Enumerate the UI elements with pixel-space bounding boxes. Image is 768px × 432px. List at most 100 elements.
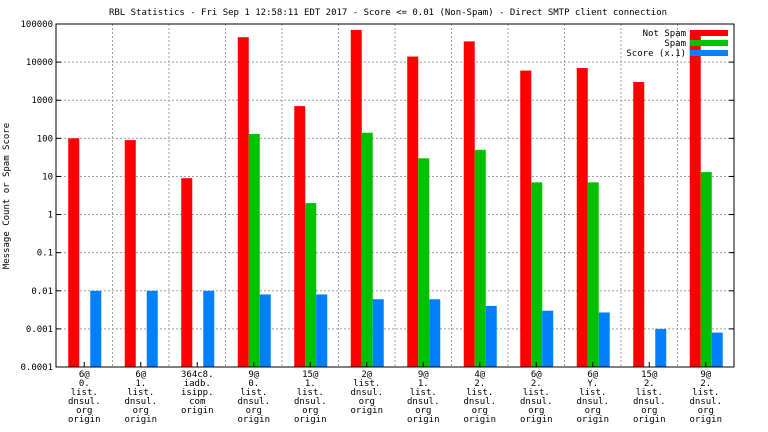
x-tick-label-line: org xyxy=(302,406,318,416)
bar-not-spam xyxy=(181,178,193,367)
bar-not-spam xyxy=(576,68,588,368)
y-tick-label: 0.01 xyxy=(31,287,53,297)
x-tick-label-line: origin xyxy=(68,415,101,425)
grid xyxy=(56,24,734,367)
bar-not-spam xyxy=(68,138,80,367)
bar-score-x-1 xyxy=(259,294,271,367)
x-tick-label-line: 6@ xyxy=(531,370,542,380)
legend-swatch xyxy=(690,50,728,56)
x-tick-label-line: origin xyxy=(181,406,214,416)
bar-not-spam xyxy=(350,29,362,368)
bar-not-spam xyxy=(294,106,306,368)
bar-score-x-1 xyxy=(711,332,723,367)
x-tick-label-line: 1. xyxy=(305,379,316,389)
x-tick-label-line: 9@ xyxy=(700,370,711,380)
bar-score-x-1 xyxy=(316,294,328,367)
y-tick-label: 0.1 xyxy=(37,249,53,259)
bar-not-spam xyxy=(407,56,419,368)
x-tick-label-line: list. xyxy=(297,388,324,398)
x-tick-label: 15@ 2. list. dnsul. org origin xyxy=(633,370,666,425)
x-tick-label-line: dnsul. xyxy=(68,397,101,407)
chart-title: RBL Statistics - Fri Sep 1 12:58:11 EDT … xyxy=(109,8,667,18)
x-tick-label-line: 6@ xyxy=(587,370,598,380)
x-tick-label-line: 6@ xyxy=(79,370,90,380)
x-tick-label-line: dnsul. xyxy=(576,397,609,407)
x-tick-label-line: origin xyxy=(350,406,383,416)
x-tick-label-line: 1. xyxy=(418,379,429,389)
bar-spam xyxy=(248,133,260,367)
bar-not-spam xyxy=(633,82,645,367)
x-tick-label-line: list. xyxy=(692,388,719,398)
x-tick-label-line: origin xyxy=(237,415,270,425)
x-tick-label-line: list. xyxy=(579,388,606,398)
bar-score-x-1 xyxy=(542,310,554,367)
x-tick-label-line: 0. xyxy=(79,379,90,389)
y-tick-label: 1000 xyxy=(31,96,53,106)
bar-spam xyxy=(587,182,599,367)
legend-label: Score (x.1) xyxy=(626,49,686,59)
x-tick-label-line: org xyxy=(528,406,544,416)
x-tick-label-line: org xyxy=(698,406,714,416)
x-tick-label: 4@ 2. list. dnsul. org origin xyxy=(463,370,496,425)
x-tick-label: 6@ 1. list. dnsul. org origin xyxy=(124,370,157,425)
bar-not-spam xyxy=(463,41,475,368)
bar-not-spam xyxy=(237,37,249,367)
plot-frame xyxy=(55,23,735,368)
x-tick-label: 6@ 0. list. dnsul. org origin xyxy=(68,370,101,425)
y-ticks: 0.0001 0.001 0.01 0.1 1 10 100 1000 10000 100000 xyxy=(20,20,734,373)
x-tick-label-line: list. xyxy=(636,388,663,398)
x-tick-label-line: list. xyxy=(466,388,493,398)
y-tick-label: 10 xyxy=(42,172,53,182)
x-tick-label: 6@ Y. list. dnsul. org origin xyxy=(576,370,609,425)
x-tick-label-line: origin xyxy=(520,415,553,425)
bar-score-x-1 xyxy=(598,312,610,367)
bar-score-x-1 xyxy=(372,299,384,367)
x-tick-label-line: 2. xyxy=(644,379,655,389)
x-tick-label-line: 15@ xyxy=(302,370,319,380)
y-tick-label: 1 xyxy=(48,211,53,221)
bar-score-x-1 xyxy=(655,328,667,367)
x-tick-label-line: origin xyxy=(407,415,440,425)
x-tick-label-line: Y. xyxy=(587,379,598,389)
x-tick-label-line: 0. xyxy=(248,379,259,389)
x-tick-label-line: dnsul. xyxy=(689,397,722,407)
x-tick-label-line: dnsul. xyxy=(463,397,496,407)
x-tick-label-line: dnsul. xyxy=(520,397,553,407)
legend-swatch xyxy=(690,30,728,36)
x-tick-label-line: 2@ xyxy=(361,370,372,380)
x-tick-label-line: org xyxy=(415,406,431,416)
legend-label: Spam xyxy=(664,39,686,49)
x-tick-label: 15@ 1. list. dnsul. org origin xyxy=(294,370,327,425)
x-tick-label-line: list. xyxy=(240,388,267,398)
y-tick-label: 0.0001 xyxy=(20,363,53,373)
x-tick-label-line: org xyxy=(359,397,375,407)
bar-spam xyxy=(474,149,486,367)
bar-spam xyxy=(531,182,543,367)
x-tick-label-line: dnsul. xyxy=(350,388,383,398)
bar-score-x-1 xyxy=(203,290,215,367)
bar-spam xyxy=(305,203,317,367)
x-tick-label-line: com xyxy=(189,397,205,407)
x-tick-label: 6@ 2. list. dnsul. org origin xyxy=(520,370,553,425)
x-tick-label-line: org xyxy=(585,406,601,416)
bar-score-x-1 xyxy=(485,305,497,367)
x-tick-label-line: 4@ xyxy=(474,370,485,380)
legend-swatch xyxy=(690,40,728,46)
y-axis-label: Message Count or Spam Score xyxy=(2,123,12,269)
bar-spam xyxy=(418,158,430,367)
x-tick-label-line: isipp. xyxy=(181,388,214,398)
bar-score-x-1 xyxy=(146,290,158,367)
x-tick-label-line: 2. xyxy=(531,379,542,389)
x-tick-label-line: origin xyxy=(576,415,609,425)
x-tick-label-line: origin xyxy=(124,415,157,425)
x-tick-label-line: 9@ xyxy=(248,370,259,380)
x-tick-label-line: origin xyxy=(689,415,722,425)
x-tick-label-line: list. xyxy=(71,388,98,398)
x-tick-label-line: origin xyxy=(633,415,666,425)
legend-label: Not Spam xyxy=(643,29,686,39)
x-tick-label-line: dnsul. xyxy=(124,397,157,407)
x-tick-label-line: dnsul. xyxy=(633,397,666,407)
x-tick-label-line: dnsul. xyxy=(237,397,270,407)
